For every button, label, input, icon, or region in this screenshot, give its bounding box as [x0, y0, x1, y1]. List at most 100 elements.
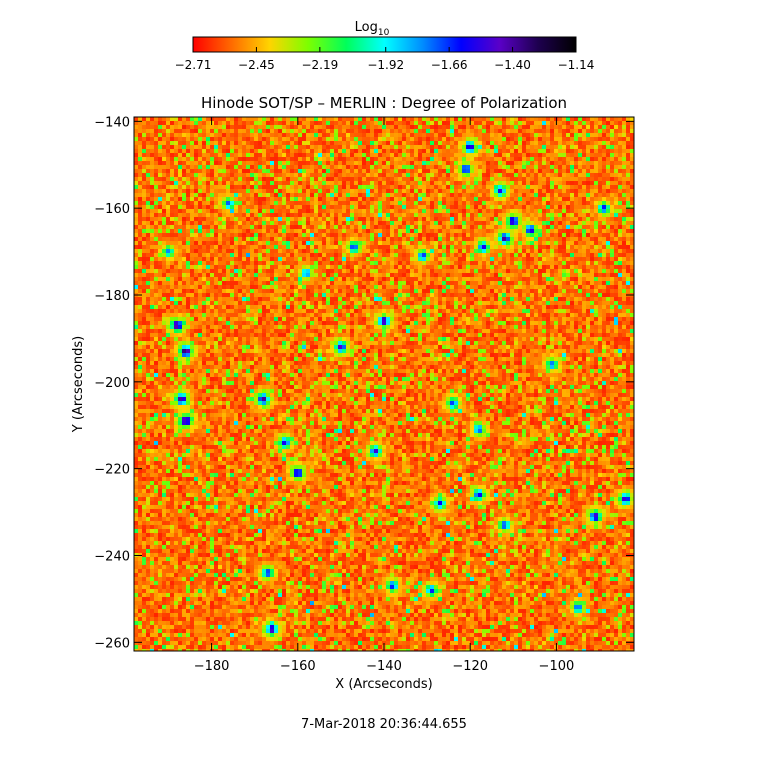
- heatmap-cell: [510, 217, 515, 222]
- heatmap-cell: [134, 137, 139, 142]
- heatmap-cell: [582, 133, 587, 138]
- heatmap-cell: [170, 229, 175, 234]
- heatmap-cell: [470, 213, 475, 218]
- heatmap-cell: [462, 257, 467, 262]
- heatmap-cell: [578, 245, 583, 250]
- heatmap-cell: [366, 141, 371, 146]
- heatmap-cell: [438, 245, 443, 250]
- heatmap-cell: [278, 181, 283, 186]
- heatmap-cell: [186, 141, 191, 146]
- heatmap-cell: [610, 261, 615, 266]
- heatmap-cell: [606, 157, 611, 162]
- heatmap-cell: [246, 117, 251, 122]
- heatmap-cell: [318, 249, 323, 254]
- heatmap-cell: [274, 141, 279, 146]
- heatmap-cell: [226, 125, 231, 130]
- heatmap-cell: [158, 257, 163, 262]
- heatmap-cell: [498, 245, 503, 250]
- heatmap-cell: [462, 273, 467, 278]
- heatmap-cell: [166, 149, 171, 154]
- heatmap-cell: [334, 169, 339, 174]
- heatmap-cell: [278, 129, 283, 134]
- heatmap-cell: [182, 177, 187, 182]
- heatmap-cell: [414, 229, 419, 234]
- heatmap-cell: [550, 125, 555, 130]
- heatmap-cell: [362, 189, 367, 194]
- heatmap-cell: [374, 165, 379, 170]
- heatmap-cell: [254, 205, 259, 210]
- heatmap-cell: [366, 165, 371, 170]
- heatmap-cell: [374, 129, 379, 134]
- heatmap-cell: [150, 229, 155, 234]
- heatmap-cell: [262, 157, 267, 162]
- heatmap-cell: [146, 185, 151, 190]
- heatmap-cell: [626, 237, 631, 242]
- heatmap-cell: [510, 253, 515, 258]
- heatmap-cell: [622, 157, 627, 162]
- heatmap-cell: [358, 141, 363, 146]
- heatmap-cell: [338, 209, 343, 214]
- heatmap-cell: [426, 181, 431, 186]
- heatmap-cell: [474, 265, 479, 270]
- heatmap-cell: [302, 201, 307, 206]
- heatmap-cell: [346, 229, 351, 234]
- heatmap-cell: [518, 209, 523, 214]
- heatmap-cell: [222, 269, 227, 274]
- heatmap-cell: [582, 237, 587, 242]
- heatmap-cell: [510, 261, 515, 266]
- heatmap-cell: [186, 193, 191, 198]
- heatmap-cell: [318, 157, 323, 162]
- heatmap-cell: [294, 153, 299, 158]
- heatmap-cell: [334, 201, 339, 206]
- heatmap-cell: [198, 161, 203, 166]
- heatmap-cell: [254, 273, 259, 278]
- heatmap-cell: [622, 173, 627, 178]
- heatmap-cell: [366, 213, 371, 218]
- heatmap-cell: [394, 249, 399, 254]
- heatmap-cell: [466, 205, 471, 210]
- heatmap-cell: [398, 129, 403, 134]
- heatmap-cell: [626, 241, 631, 246]
- heatmap-cell: [370, 205, 375, 210]
- heatmap-cell: [146, 257, 151, 262]
- heatmap-cell: [626, 145, 631, 150]
- heatmap-cell: [274, 221, 279, 226]
- heatmap-cell: [466, 273, 471, 278]
- heatmap-cell: [306, 181, 311, 186]
- heatmap-cell: [450, 189, 455, 194]
- heatmap-cell: [602, 121, 607, 126]
- heatmap-cell: [134, 269, 139, 274]
- heatmap-cell: [294, 225, 299, 230]
- heatmap-cell: [302, 241, 307, 246]
- heatmap-cell: [422, 133, 427, 138]
- heatmap-cell: [310, 177, 315, 182]
- heatmap-cell: [610, 117, 615, 122]
- heatmap-cell: [166, 153, 171, 158]
- heatmap-cell: [414, 177, 419, 182]
- heatmap-cell: [478, 117, 483, 122]
- heatmap-cell: [358, 145, 363, 150]
- heatmap-cell: [542, 229, 547, 234]
- heatmap-cell: [242, 193, 247, 198]
- heatmap-cell: [302, 269, 307, 274]
- heatmap-cell: [510, 125, 515, 130]
- heatmap-cell: [258, 129, 263, 134]
- heatmap-cell: [458, 125, 463, 130]
- heatmap-cell: [498, 149, 503, 154]
- heatmap-cell: [386, 185, 391, 190]
- heatmap-cell: [382, 125, 387, 130]
- heatmap-cell: [354, 141, 359, 146]
- heatmap-cell: [574, 185, 579, 190]
- heatmap-cell: [274, 177, 279, 182]
- heatmap-cell: [566, 261, 571, 266]
- heatmap-cell: [586, 129, 591, 134]
- heatmap-cell: [538, 117, 543, 122]
- heatmap-cell: [342, 157, 347, 162]
- heatmap-cell: [594, 245, 599, 250]
- heatmap-cell: [606, 149, 611, 154]
- heatmap-cell: [622, 165, 627, 170]
- heatmap-cell: [490, 145, 495, 150]
- heatmap-cell: [386, 245, 391, 250]
- heatmap-cell: [514, 241, 519, 246]
- heatmap-cell: [374, 117, 379, 122]
